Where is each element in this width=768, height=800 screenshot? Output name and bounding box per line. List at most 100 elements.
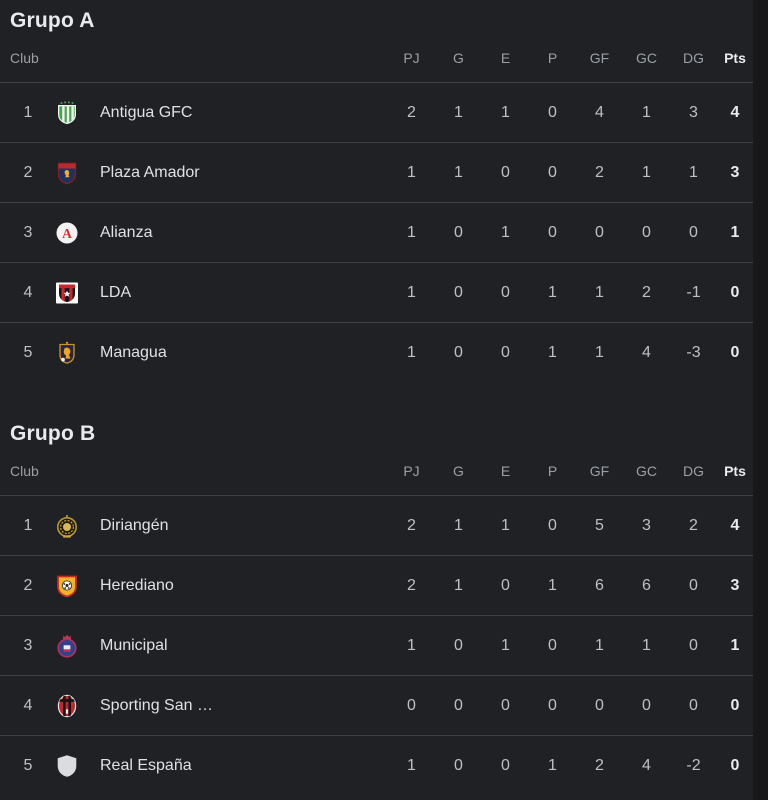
team-rank: 3	[23, 636, 33, 654]
scrollbar-gutter	[753, 0, 768, 800]
stat-pts: 1	[730, 223, 740, 241]
stat-pts: 0	[730, 283, 740, 301]
alianza-logo: A	[54, 220, 80, 246]
table-row[interactable]: 1 Diriangén 2 1 1 0 5 3 2 4	[0, 496, 753, 556]
stat-gf: 5	[595, 516, 604, 534]
column-pj: PJ	[403, 463, 420, 479]
stat-pts: 4	[730, 516, 740, 534]
stat-dg: 2	[689, 516, 698, 534]
svg-text:A: A	[62, 225, 72, 240]
team-rank: 1	[23, 516, 33, 534]
group-title: Grupo B	[10, 422, 96, 445]
team-name: Alianza	[100, 223, 153, 241]
stat-e: 1	[501, 103, 510, 121]
diriangen-logo	[54, 513, 80, 539]
table-row[interactable]: 5 Managua 1 0 0 1 1 4 -3 0	[0, 323, 753, 383]
stat-e: 0	[501, 696, 510, 714]
stat-pj: 1	[407, 757, 416, 774]
stat-gf: 4	[595, 103, 604, 121]
stat-p: 1	[548, 757, 557, 774]
table-row[interactable]: 1 Antigua GFC 2 1 1 0 4 1 3 4	[0, 83, 753, 143]
table-row[interactable]: 3 Municipal 1 0 1 0 1 1 0 1	[0, 616, 753, 676]
table-row[interactable]: 2 Herediano 2 1 0 1 6 6 0 3	[0, 556, 753, 616]
stat-e: 0	[501, 576, 510, 594]
team-rank: 4	[23, 696, 33, 714]
managua-logo	[54, 340, 80, 366]
stat-e: 0	[501, 283, 510, 301]
stat-p: 1	[548, 576, 557, 594]
stat-gc: 4	[642, 757, 651, 774]
stat-pj: 1	[407, 344, 416, 361]
antigua-gfc-logo	[54, 100, 80, 126]
team-name: Plaza Amador	[100, 163, 200, 181]
standings-table: 1 Antigua GFC 2 1 1 0 4 1 3 4 2 Plaza Am…	[0, 83, 753, 383]
column-club: Club	[10, 463, 39, 479]
herediano-logo	[54, 573, 80, 599]
stat-g: 1	[454, 516, 463, 534]
table-header: Club PJ G E P GF GC DG Pts	[0, 447, 753, 496]
column-e: E	[500, 463, 511, 479]
stat-p: 0	[548, 636, 557, 654]
stat-pts: 0	[730, 757, 740, 774]
stat-pj: 2	[407, 103, 416, 121]
stat-p: 1	[548, 344, 557, 361]
team-rank: 2	[23, 163, 33, 181]
team-name: Antigua GFC	[100, 103, 193, 121]
column-p: P	[547, 50, 558, 66]
table-row[interactable]: 4 LDA 1 0 0 1 1 2 -1 0	[0, 263, 753, 323]
team-rank: 3	[23, 223, 33, 241]
stat-pj: 1	[407, 283, 416, 301]
stat-gc: 0	[642, 223, 651, 241]
column-pts: Pts	[724, 50, 746, 66]
stat-pts: 4	[730, 103, 740, 121]
column-p: P	[547, 463, 558, 479]
column-gf: GF	[589, 463, 610, 479]
stat-e: 1	[501, 223, 510, 241]
stat-pj: 1	[407, 163, 416, 181]
stat-dg: -2	[686, 757, 701, 774]
table-row[interactable]: 2 Plaza Amador 1 1 0 0 2 1 1 3	[0, 143, 753, 203]
stat-pj: 1	[407, 636, 416, 654]
stat-dg: 0	[689, 223, 698, 241]
stat-e: 1	[501, 516, 510, 534]
stat-pj: 2	[407, 516, 416, 534]
plaza-amador-logo	[54, 160, 80, 186]
column-gc: GC	[636, 50, 657, 66]
table-row[interactable]: 4 Sporting San … 0 0 0 0 0 0 0 0	[0, 676, 753, 736]
table-row[interactable]: 5 Real España 1 0 0 1 2 4 -2 0	[0, 736, 753, 796]
stat-dg: 0	[689, 576, 698, 594]
stat-p: 0	[548, 103, 557, 121]
stat-gf: 1	[595, 636, 604, 654]
stat-p: 0	[548, 163, 557, 181]
stat-dg: 3	[689, 103, 698, 121]
team-rank: 2	[23, 576, 33, 594]
stat-gc: 2	[642, 283, 651, 301]
stat-pj: 2	[407, 576, 416, 594]
stat-gc: 3	[642, 516, 651, 534]
column-pts: Pts	[724, 463, 746, 479]
stat-dg: 1	[689, 163, 698, 181]
stat-p: 0	[548, 223, 557, 241]
team-name: Real España	[100, 757, 192, 774]
stat-dg: 0	[689, 636, 698, 654]
stat-dg: -1	[686, 283, 701, 301]
stat-g: 1	[454, 103, 463, 121]
stat-p: 1	[548, 283, 557, 301]
stat-e: 0	[501, 757, 510, 774]
team-name: Herediano	[100, 576, 174, 594]
stat-e: 0	[501, 344, 510, 361]
team-name: Sporting San …	[100, 696, 213, 714]
stat-e: 1	[501, 636, 510, 654]
group-b-section: Grupo B Club PJ G E P GF GC DG Pts 1 Dir…	[0, 413, 753, 796]
stat-gf: 2	[595, 163, 604, 181]
stat-pj: 1	[407, 223, 416, 241]
team-name: Municipal	[100, 636, 168, 654]
table-row[interactable]: 3 A Alianza 1 0 1 0 0 0 0 1	[0, 203, 753, 263]
stat-g: 0	[454, 283, 463, 301]
column-gf: GF	[589, 50, 610, 66]
municipal-logo	[54, 633, 80, 659]
stat-e: 0	[501, 163, 510, 181]
stat-gc: 4	[642, 344, 651, 361]
stat-g: 0	[454, 344, 463, 361]
stat-dg: -3	[686, 344, 701, 361]
